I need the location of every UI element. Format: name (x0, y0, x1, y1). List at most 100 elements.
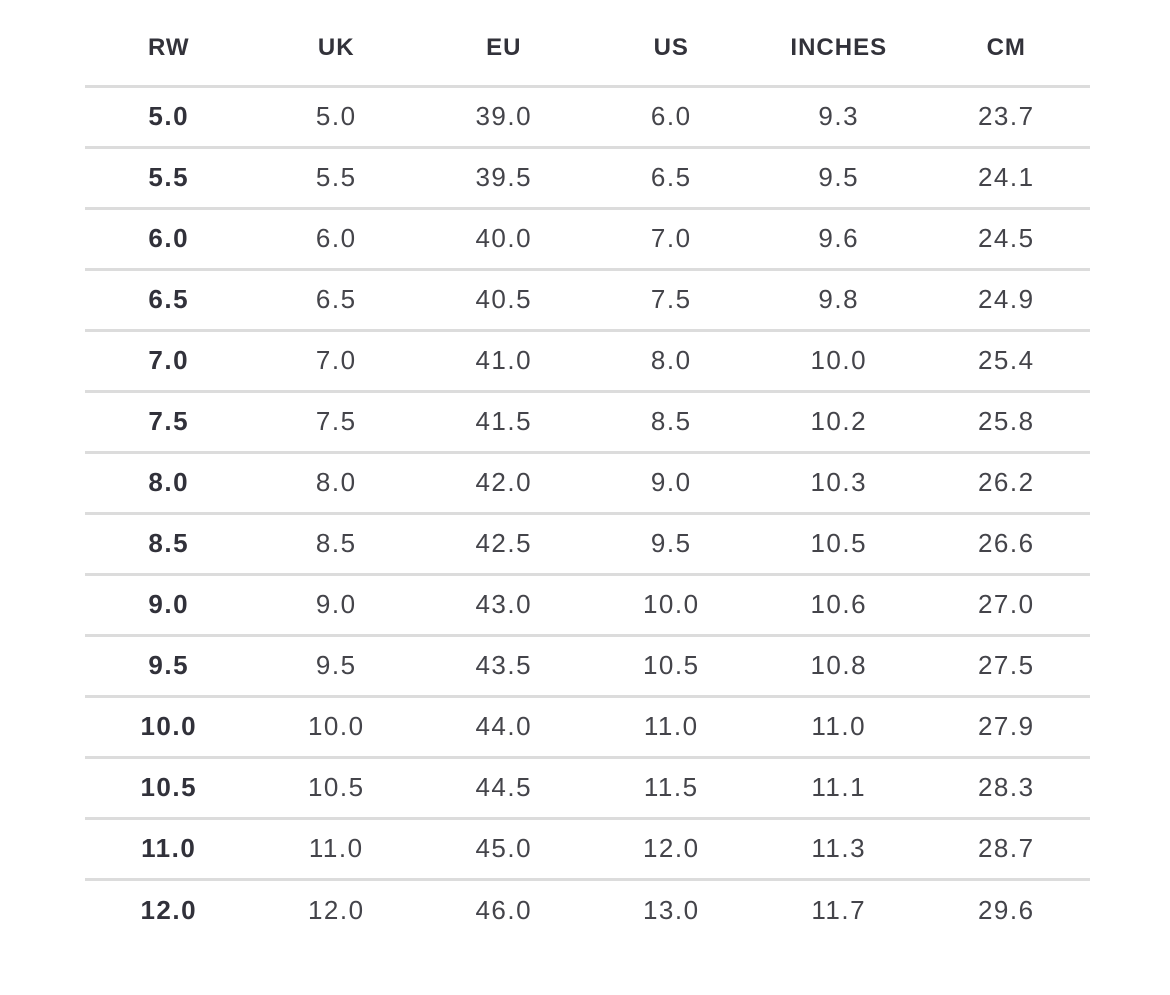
size-cell-uk: 10.0 (252, 694, 420, 757)
size-cell-uk: 12.0 (252, 877, 420, 940)
size-cell-uk: 7.5 (252, 389, 420, 452)
size-cell-cm: 28.3 (922, 755, 1090, 818)
table-row: 12.0 12.0 46.0 13.0 11.7 29.6 (85, 877, 1090, 940)
table-row: 6.0 6.0 40.0 7.0 9.6 24.5 (85, 206, 1090, 269)
size-cell-inches: 9.6 (755, 206, 923, 269)
size-cell-cm: 27.0 (922, 572, 1090, 635)
column-header-rw: RW (85, 18, 253, 88)
size-cell-inches: 9.8 (755, 267, 923, 330)
size-cell-us: 11.5 (587, 755, 755, 818)
size-cell-us: 7.5 (587, 267, 755, 330)
size-cell-us: 9.5 (587, 511, 755, 574)
size-cell-us: 9.0 (587, 450, 755, 513)
size-cell-us: 8.5 (587, 389, 755, 452)
size-cell-inches: 10.0 (755, 328, 923, 391)
size-cell-eu: 39.0 (475, 101, 533, 131)
size-cell-uk: 6.0 (252, 206, 420, 269)
size-cell-inches: 11.1 (755, 755, 923, 818)
size-cell-us: 12.0 (587, 816, 755, 879)
size-cell-uk: 7.0 (252, 328, 420, 391)
size-cell-cm: 25.4 (922, 328, 1090, 391)
size-cell-rw: 9.5 (85, 633, 253, 696)
size-chart-table: RW UK EU US INCHES CM 5.0 5.0 39.0 6.0 9.3 23… (85, 18, 1090, 940)
column-header-us: US (587, 18, 755, 88)
size-cell-uk: 8.0 (252, 450, 420, 513)
size-cell-us: 11.0 (587, 694, 755, 757)
size-cell-rw: 12.0 (85, 877, 253, 940)
size-cell-rw: 6.0 (85, 206, 253, 269)
size-cell-uk: 11.0 (252, 816, 420, 879)
size-cell-cm: 26.2 (922, 450, 1090, 513)
size-cell-eu: 42.0 (420, 450, 588, 513)
size-cell-us: 6.5 (587, 145, 755, 208)
size-cell-us: 10.0 (587, 572, 755, 635)
table-row: 5.0 5.0 39.0 6.0 9.3 23.7 (85, 86, 1090, 147)
size-chart-header: RW UK EU US INCHES CM (85, 18, 1090, 88)
size-cell-rw: 11.0 (85, 816, 253, 879)
size-cell-eu: 40.0 (420, 206, 588, 269)
table-row: 6.5 6.5 40.5 7.5 9.8 24.9 (85, 267, 1090, 330)
size-cell-cm: 26.6 (922, 511, 1090, 574)
table-row: 9.0 9.0 43.0 10.0 10.6 27.0 (85, 572, 1090, 635)
size-cell-us: 8.0 (587, 328, 755, 391)
size-cell-inches: 11.0 (755, 694, 923, 757)
column-header-cm: CM (922, 18, 1090, 88)
size-cell-inches: 10.8 (755, 633, 923, 696)
size-cell-us: 7.0 (587, 206, 755, 269)
size-cell-inches: 11.7 (755, 877, 923, 940)
size-cell-eu: 41.5 (420, 389, 588, 452)
size-cell-eu: 45.0 (420, 816, 588, 879)
size-cell-eu: 44.0 (420, 694, 588, 757)
table-row: 9.5 9.5 43.5 10.5 10.8 27.5 (85, 633, 1090, 696)
table-row: 8.0 8.0 42.0 9.0 10.3 26.2 (85, 450, 1090, 513)
size-cell-rw: 10.5 (85, 755, 253, 818)
table-row: 7.5 7.5 41.5 8.5 10.2 25.8 (85, 389, 1090, 452)
size-cell-uk: 6.5 (252, 267, 420, 330)
size-cell-eu: 40.5 (420, 267, 588, 330)
table-row: 7.0 7.0 41.0 8.0 10.0 25.4 (85, 328, 1090, 391)
size-cell-rw: 6.5 (85, 267, 253, 330)
size-cell-uk: 8.5 (252, 511, 420, 574)
size-cell-inches: 10.5 (755, 511, 923, 574)
column-header-uk: UK (252, 18, 420, 88)
column-header-eu: EU (420, 18, 588, 88)
size-cell-eu: 46.0 (420, 877, 588, 940)
size-cell-eu: 43.5 (420, 633, 588, 696)
size-cell-us: 6.0 (650, 101, 692, 131)
size-cell-uk: 5.5 (252, 145, 420, 208)
size-cell-rw: 9.0 (85, 572, 253, 635)
size-cell-rw: 8.5 (85, 511, 253, 574)
size-cell-eu: 41.0 (420, 328, 588, 391)
size-cell-rw: 5.0 (148, 101, 190, 131)
size-cell-cm: 24.1 (922, 145, 1090, 208)
size-cell-eu: 43.0 (420, 572, 588, 635)
size-cell-cm: 23.7 (977, 101, 1035, 131)
size-cell-inches: 9.3 (818, 101, 860, 131)
header-row: RW UK EU US INCHES CM (85, 18, 1090, 88)
size-cell-us: 13.0 (587, 877, 755, 940)
size-cell-inches: 11.3 (755, 816, 923, 879)
size-cell-cm: 29.6 (922, 877, 1090, 940)
size-cell-uk: 9.0 (252, 572, 420, 635)
table-row: 10.5 10.5 44.5 11.5 11.1 28.3 (85, 755, 1090, 818)
column-header-inches: INCHES (755, 18, 923, 88)
table-row: 8.5 8.5 42.5 9.5 10.5 26.6 (85, 511, 1090, 574)
size-cell-rw: 5.5 (85, 145, 253, 208)
size-cell-inches: 10.2 (755, 389, 923, 452)
table-row: 11.0 11.0 45.0 12.0 11.3 28.7 (85, 816, 1090, 879)
size-cell-us: 10.5 (587, 633, 755, 696)
size-cell-rw: 7.5 (85, 389, 253, 452)
table-row: 5.5 5.5 39.5 6.5 9.5 24.1 (85, 145, 1090, 208)
size-chart-body: 5.0 5.0 39.0 6.0 9.3 23.7 5.5 5.5 39.5 6.5 9.5 24.1… (85, 86, 1090, 940)
size-cell-cm: 24.5 (922, 206, 1090, 269)
size-cell-uk: 9.5 (252, 633, 420, 696)
size-cell-inches: 10.6 (755, 572, 923, 635)
size-cell-cm: 25.8 (922, 389, 1090, 452)
size-cell-uk: 5.0 (315, 101, 357, 131)
size-cell-rw: 8.0 (85, 450, 253, 513)
size-cell-inches: 9.5 (755, 145, 923, 208)
size-cell-eu: 44.5 (420, 755, 588, 818)
size-cell-cm: 24.9 (922, 267, 1090, 330)
size-cell-cm: 27.5 (922, 633, 1090, 696)
size-cell-cm: 27.9 (922, 694, 1090, 757)
